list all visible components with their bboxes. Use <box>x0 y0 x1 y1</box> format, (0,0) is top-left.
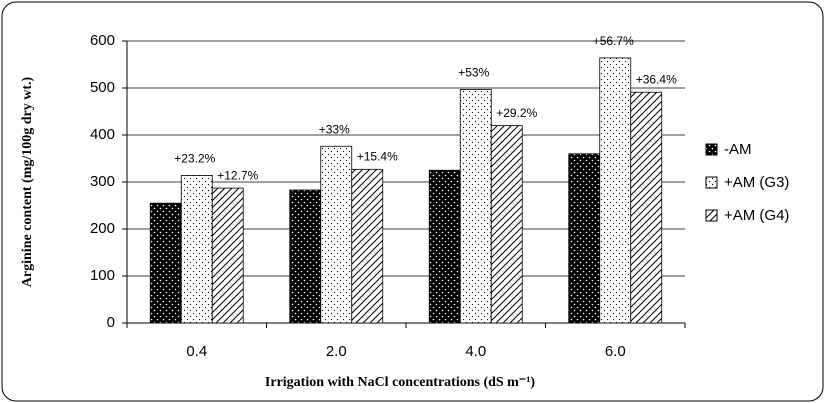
data-label: +15.4% <box>357 149 398 163</box>
bar <box>351 168 384 324</box>
y-tick-label: 100 <box>90 267 115 284</box>
bar <box>599 57 632 324</box>
bar <box>630 91 663 324</box>
bar <box>289 189 322 324</box>
bar <box>428 169 461 324</box>
bar <box>490 125 523 324</box>
x-tick-label: 0.4 <box>186 343 207 360</box>
y-tick-label: 0 <box>107 314 115 331</box>
bar <box>180 175 213 324</box>
data-label: +56.7% <box>593 34 634 48</box>
x-tick-label: 4.0 <box>465 343 486 360</box>
y-tick-label: 600 <box>90 32 115 49</box>
legend-label: +AM (G4) <box>724 207 789 224</box>
legend-swatch <box>705 209 718 222</box>
bar <box>568 153 601 324</box>
data-label: +53% <box>458 66 489 80</box>
bar <box>211 187 244 324</box>
legend-label: +AM (G3) <box>724 174 789 191</box>
y-axis-title: Arginine content (mg/100g dry wt.) <box>20 76 35 287</box>
x-tick-label: 6.0 <box>605 343 626 360</box>
data-label: +36.4% <box>636 72 677 86</box>
data-label: +12.7% <box>217 168 258 182</box>
y-tick-label: 400 <box>90 126 115 143</box>
y-tick-label: 300 <box>90 173 115 190</box>
data-label: +33% <box>319 122 350 136</box>
bar <box>459 89 492 324</box>
legend-swatch <box>705 176 718 189</box>
x-tick-label: 2.0 <box>326 343 347 360</box>
y-tick-label: 200 <box>90 220 115 237</box>
y-tick-label: 500 <box>90 79 115 96</box>
bar <box>320 145 353 324</box>
bar <box>149 202 182 324</box>
x-axis-title: Irrigation with NaCl concentrations (dS … <box>265 375 536 390</box>
legend-swatch <box>705 143 718 156</box>
legend-label: -AM <box>724 141 752 158</box>
data-label: +29.2% <box>496 106 537 120</box>
data-label: +23.2% <box>174 152 215 166</box>
